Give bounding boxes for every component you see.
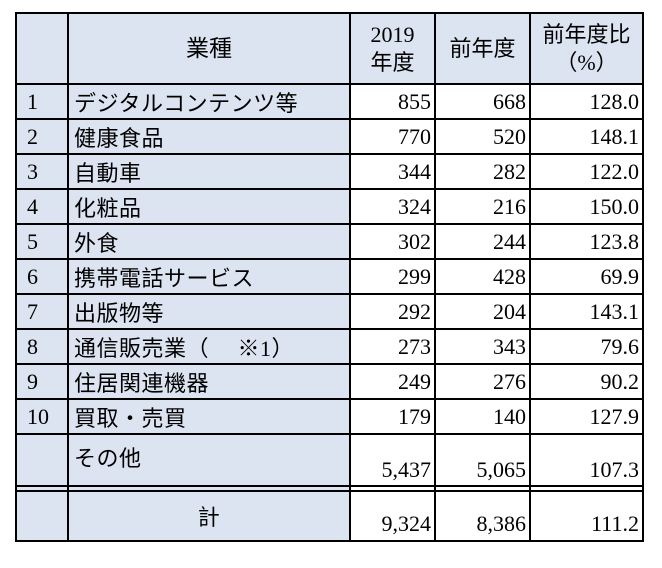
header-prev-year: 前年度 (434, 12, 531, 85)
ratio-cell: 90.2 (529, 363, 644, 400)
value-2019-cell: 249 (349, 363, 436, 400)
value-prev-cell: 276 (434, 363, 531, 400)
rank-cell: 2 (15, 118, 69, 155)
industry-cell: 携帯電話サービス (67, 258, 351, 295)
ranking-table: 業種 2019 年度 前年度 前年度比 （%） 1 デジタルコンテンツ等 855… (15, 12, 644, 542)
value-prev-cell: 282 (434, 153, 531, 190)
table-row: 6 携帯電話サービス 299 428 69.9 (15, 258, 644, 295)
ratio-cell: 123.8 (529, 223, 644, 260)
other-2019-cell: 5,437 (349, 433, 436, 487)
value-2019-cell: 292 (349, 293, 436, 330)
industry-cell: デジタルコンテンツ等 (67, 83, 351, 120)
table-row: 2 健康食品 770 520 148.1 (15, 118, 644, 155)
separator-cell (434, 485, 531, 492)
industry-cell: 外食 (67, 223, 351, 260)
total-prev-cell: 8,386 (434, 490, 531, 542)
ranking-table-container: 業種 2019 年度 前年度 前年度比 （%） 1 デジタルコンテンツ等 855… (15, 12, 644, 542)
rank-cell-empty (15, 433, 69, 487)
industry-cell: 住居関連機器 (67, 363, 351, 400)
industry-cell: 化粧品 (67, 188, 351, 225)
header-2019: 2019 年度 (349, 12, 436, 85)
ratio-cell: 128.0 (529, 83, 644, 120)
total-ratio-cell: 111.2 (529, 490, 644, 542)
industry-cell: 自動車 (67, 153, 351, 190)
value-prev-cell: 244 (434, 223, 531, 260)
value-prev-cell: 520 (434, 118, 531, 155)
ratio-cell: 79.6 (529, 328, 644, 365)
table-row: 4 化粧品 324 216 150.0 (15, 188, 644, 225)
value-prev-cell: 668 (434, 83, 531, 120)
other-prev-cell: 5,065 (434, 433, 531, 487)
table-row: 3 自動車 344 282 122.0 (15, 153, 644, 190)
value-2019-cell: 179 (349, 398, 436, 435)
header-ratio: 前年度比 （%） (529, 12, 644, 85)
total-row: 計 9,324 8,386 111.2 (15, 490, 644, 542)
rank-cell: 5 (15, 223, 69, 260)
value-2019-cell: 344 (349, 153, 436, 190)
rank-cell: 3 (15, 153, 69, 190)
table-row: 1 デジタルコンテンツ等 855 668 128.0 (15, 83, 644, 120)
value-2019-cell: 302 (349, 223, 436, 260)
value-prev-cell: 343 (434, 328, 531, 365)
rank-cell: 7 (15, 293, 69, 330)
rank-cell: 8 (15, 328, 69, 365)
separator-cell (15, 485, 69, 492)
value-2019-cell: 299 (349, 258, 436, 295)
table-row: 9 住居関連機器 249 276 90.2 (15, 363, 644, 400)
header-industry: 業種 (67, 12, 351, 85)
ratio-cell: 150.0 (529, 188, 644, 225)
ratio-cell: 148.1 (529, 118, 644, 155)
industry-cell: 出版物等 (67, 293, 351, 330)
value-2019-cell: 324 (349, 188, 436, 225)
value-prev-cell: 204 (434, 293, 531, 330)
rank-cell: 6 (15, 258, 69, 295)
header-row: 業種 2019 年度 前年度 前年度比 （%） (15, 12, 644, 85)
other-label: その他 (67, 433, 351, 487)
header-2019-line2: 年度 (370, 49, 415, 75)
rank-cell: 10 (15, 398, 69, 435)
header-2019-line1: 2019 (370, 21, 415, 47)
value-2019-cell: 273 (349, 328, 436, 365)
rank-cell: 4 (15, 188, 69, 225)
value-prev-cell: 216 (434, 188, 531, 225)
separator-cell (529, 485, 644, 492)
value-prev-cell: 428 (434, 258, 531, 295)
value-prev-cell: 140 (434, 398, 531, 435)
separator-cell (349, 485, 436, 492)
separator-row (15, 485, 644, 492)
industry-cell: 通信販売業（ ※1） (67, 328, 351, 365)
value-2019-cell: 855 (349, 83, 436, 120)
separator-cell (67, 485, 351, 492)
ratio-cell: 143.1 (529, 293, 644, 330)
header-ratio-line2: （%） (555, 49, 618, 75)
table-body: 1 デジタルコンテンツ等 855 668 128.0 2 健康食品 770 52… (15, 83, 644, 542)
table-row: 7 出版物等 292 204 143.1 (15, 293, 644, 330)
ratio-cell: 122.0 (529, 153, 644, 190)
industry-cell: 買取・売買 (67, 398, 351, 435)
header-ratio-line1: 前年度比 (542, 21, 631, 47)
rank-cell: 9 (15, 363, 69, 400)
table-row: 8 通信販売業（ ※1） 273 343 79.6 (15, 328, 644, 365)
value-2019-cell: 770 (349, 118, 436, 155)
industry-cell: 健康食品 (67, 118, 351, 155)
table-row: 5 外食 302 244 123.8 (15, 223, 644, 260)
table-row: 10 買取・売買 179 140 127.9 (15, 398, 644, 435)
other-row: その他 5,437 5,065 107.3 (15, 433, 644, 487)
total-2019-cell: 9,324 (349, 490, 436, 542)
ratio-cell: 69.9 (529, 258, 644, 295)
rank-cell: 1 (15, 83, 69, 120)
total-label: 計 (67, 490, 351, 542)
ratio-cell: 127.9 (529, 398, 644, 435)
rank-cell-empty (15, 490, 69, 542)
header-rank (15, 12, 69, 85)
other-ratio-cell: 107.3 (529, 433, 644, 487)
